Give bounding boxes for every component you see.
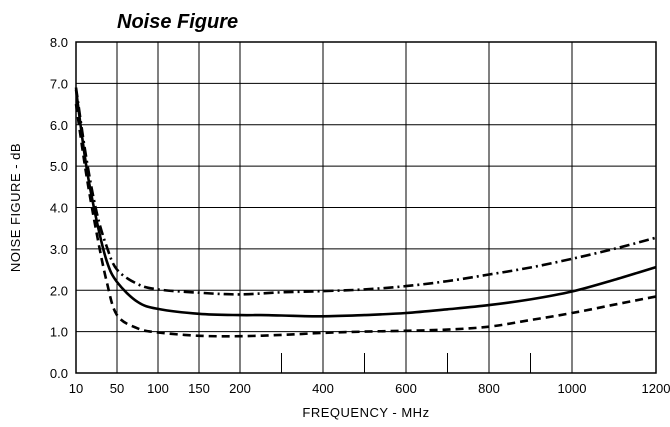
y-tick-label: 4.0: [50, 201, 68, 216]
y-tick-label: 7.0: [50, 76, 68, 91]
series-line-dashdot: [74, 87, 657, 296]
x-tick-label: 1000: [558, 381, 587, 396]
x-tick-label: 50: [110, 381, 124, 396]
y-axis-label: NOISE FIGURE - dB: [8, 143, 23, 272]
x-tick-label: 150: [188, 381, 210, 396]
y-tick-label: 8.0: [50, 35, 68, 50]
series-lines: [74, 87, 657, 338]
x-axis-label: FREQUENCY - MHz: [302, 405, 429, 420]
x-tick-label: 800: [478, 381, 500, 396]
series-line-dashed: [74, 103, 657, 338]
x-tick-label: 10: [69, 381, 83, 396]
y-tick-label: 3.0: [50, 242, 68, 257]
tick-labels: 0.0 1.0 2.0 3.0 4.0 5.0 6.0 7.0 8.0 10 50 100 150 200…: [50, 35, 670, 396]
plot-area-frame: [75, 41, 657, 374]
y-tick-label: 2.0: [50, 283, 68, 298]
y-tick-label: 5.0: [50, 159, 68, 174]
y-tick-label: 6.0: [50, 118, 68, 133]
y-tick-label: 1.0: [50, 325, 68, 340]
chart-title: Noise Figure: [117, 11, 238, 33]
series-line-solid: [74, 89, 657, 318]
x-tick-label: 200: [229, 381, 251, 396]
x-tick-label: 400: [312, 381, 334, 396]
y-tick-label: 0.0: [50, 366, 68, 381]
grid-lines: [76, 42, 656, 373]
x-tick-label: 100: [147, 381, 169, 396]
x-tick-label: 600: [395, 381, 417, 396]
x-tick-label: 1200: [642, 381, 670, 396]
